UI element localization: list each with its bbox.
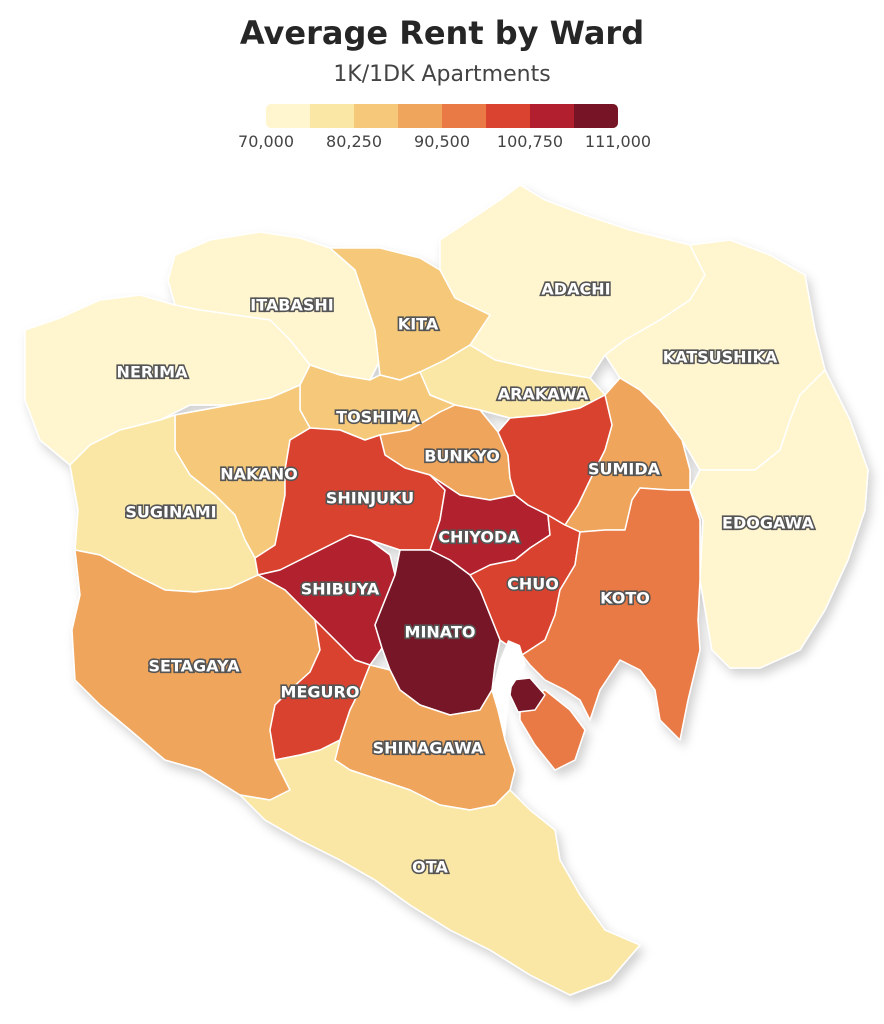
ward-label-chiyoda: CHIYODA bbox=[438, 528, 520, 547]
ward-edogawa[interactable] bbox=[689, 369, 869, 669]
ward-label-nerima: NERIMA bbox=[117, 363, 189, 382]
ward-label-shinagawa: SHINAGAWA bbox=[373, 739, 484, 758]
ward-label-bunkyo: BUNKYO bbox=[424, 447, 500, 466]
legend-swatch bbox=[354, 104, 398, 128]
ward-label-kita: KITA bbox=[398, 315, 439, 334]
legend-swatch bbox=[398, 104, 442, 128]
ward-label-shinjuku: SHINJUKU bbox=[326, 489, 414, 508]
map-subtitle: 1K/1DK Apartments bbox=[333, 62, 551, 87]
ward-ota[interactable] bbox=[239, 739, 641, 996]
ward-label-chuo: CHUO bbox=[507, 575, 559, 594]
legend-tick: 80,250 bbox=[326, 132, 382, 151]
ward-label-toshima: TOSHIMA bbox=[336, 408, 420, 427]
ward-koto-island[interactable] bbox=[519, 689, 586, 771]
bay-water bbox=[492, 640, 526, 740]
legend-swatch bbox=[266, 104, 310, 128]
ward-label-katsushika: KATSUSHIKA bbox=[663, 348, 778, 367]
map-title: Average Rent by Ward bbox=[239, 14, 645, 52]
ward-label-shibuya: SHIBUYA bbox=[301, 580, 380, 599]
legend-tick: 70,000 bbox=[238, 132, 294, 151]
ward-label-edogawa: EDOGAWA bbox=[722, 514, 815, 533]
legend-swatch bbox=[310, 104, 354, 128]
ward-label-adachi: ADACHI bbox=[541, 280, 610, 299]
ward-map: ADACHI KATSUSHIKA EDOGAWA ITABASHI NERIM… bbox=[24, 184, 869, 996]
ward-label-sumida: SUMIDA bbox=[588, 460, 661, 479]
ward-label-minato: MINATO bbox=[405, 623, 476, 642]
legend-swatch bbox=[442, 104, 486, 128]
legend-swatch bbox=[486, 104, 530, 128]
legend-swatch bbox=[530, 104, 574, 128]
legend-tick: 111,000 bbox=[584, 132, 652, 151]
ward-shinjuku[interactable] bbox=[254, 427, 446, 576]
ward-label-suginami: SUGINAMI bbox=[125, 503, 216, 522]
ward-label-nakano: NAKANO bbox=[220, 465, 298, 484]
ward-minato-island[interactable] bbox=[509, 677, 546, 713]
ward-label-ota: OTA bbox=[412, 858, 448, 877]
ward-label-setagaya: SETAGAYA bbox=[149, 657, 241, 676]
legend-swatch bbox=[574, 104, 618, 128]
ward-label-koto: KOTO bbox=[600, 589, 650, 608]
ward-label-itabashi: ITABASHI bbox=[250, 296, 333, 315]
ward-label-arakawa: ARAKAWA bbox=[498, 385, 589, 404]
color-legend bbox=[266, 104, 618, 128]
ward-koto[interactable] bbox=[521, 487, 701, 741]
legend-tick: 100,750 bbox=[496, 132, 564, 151]
legend-tick: 90,500 bbox=[414, 132, 470, 151]
ward-label-meguro: MEGURO bbox=[281, 683, 360, 702]
ward-taito-chuo[interactable] bbox=[497, 394, 613, 526]
